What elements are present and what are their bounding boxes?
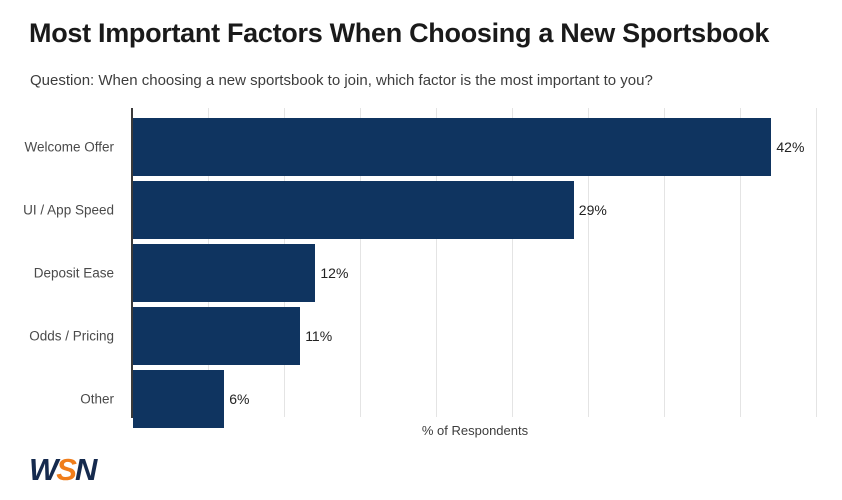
bar-ui-app-speed[interactable] [133,181,574,239]
x-axis-title: % of Respondents [421,423,529,438]
gridline [436,108,437,417]
bar-value-label: 12% [320,265,349,281]
gridline [816,108,817,417]
bar-other[interactable] [133,370,225,428]
plot-area: Welcome Offer 42% UI / App Speed 29% Deposit… [0,104,842,428]
bar-value-label: 29% [578,202,607,218]
y-axis-line [131,108,133,418]
bar-value-label: 6% [229,391,250,407]
chart-subtitle: Question: When choosing a new sportsbook… [30,72,653,89]
gridline [360,108,361,417]
gridline [740,108,741,417]
bar-category-label: Other [80,391,114,407]
bar-welcome-offer[interactable] [133,118,772,176]
bar-category-label: Welcome Offer [24,139,114,155]
bar-deposit-ease[interactable] [133,244,316,302]
bars-layer: Welcome Offer 42% UI / App Speed 29% Deposit… [0,104,842,428]
page-title: Most Important Factors When Choosing a N… [29,18,770,48]
bar-value-label: 11% [305,328,333,344]
bar-odds-pricing[interactable] [133,307,301,365]
logo-letter-w: W [29,451,58,487]
gridline [664,108,665,417]
bar-row[interactable]: UI / App Speed 29% [0,181,842,239]
bar-row[interactable]: Other 6% [0,370,842,428]
bar-value-label: 42% [776,139,805,155]
bar-row[interactable]: Deposit Ease 12% [0,244,842,302]
gridline [512,108,513,417]
bar-row[interactable]: Welcome Offer 42% [0,118,842,176]
bar-row[interactable]: Odds / Pricing 11% [0,307,842,365]
logo-letter-s: S [56,451,77,487]
bar-category-label: Odds / Pricing [29,328,114,344]
bar-category-label: Deposit Ease [33,265,114,281]
gridline [588,108,589,417]
bar-category-label: UI / App Speed [23,202,114,218]
logo-letter-n: N [74,451,97,487]
